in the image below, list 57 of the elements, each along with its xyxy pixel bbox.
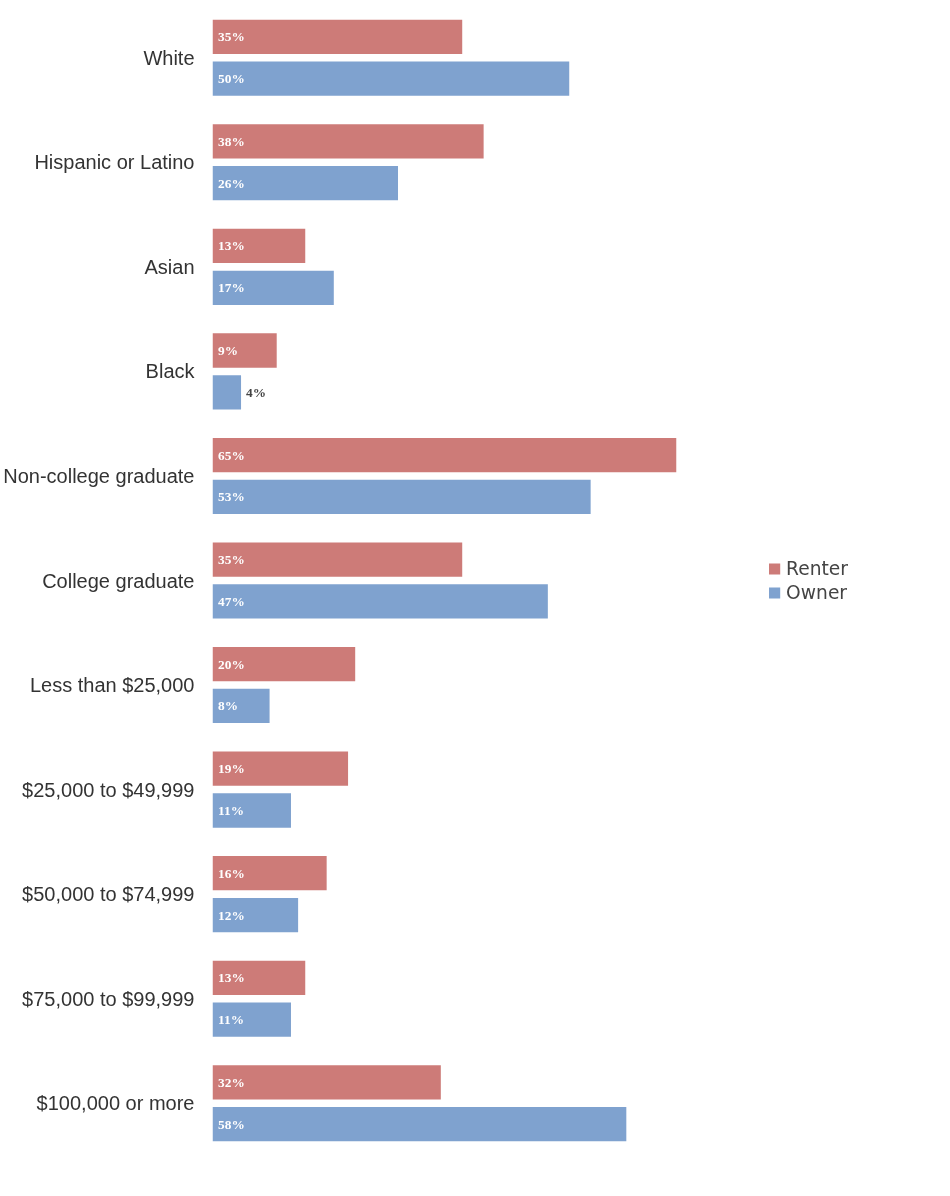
data-label: 19% [218, 761, 245, 777]
data-label: 8% [218, 698, 239, 714]
bar [212, 646, 356, 682]
bar [212, 960, 306, 995]
data-label: 16% [218, 865, 245, 881]
bar [212, 1065, 441, 1100]
bar [212, 897, 299, 933]
bar [212, 1106, 627, 1142]
bar [212, 688, 270, 724]
bar [212, 375, 242, 410]
y-tick-label: Hispanic or Latino [34, 151, 195, 174]
bar [212, 270, 334, 305]
y-tick-label: $100,000 or more [36, 1092, 195, 1115]
data-label: 11% [218, 1012, 244, 1028]
bar [212, 228, 306, 264]
bar [212, 19, 463, 55]
data-label: 4% [246, 384, 267, 400]
y-tick-label: Less than $25,000 [29, 674, 195, 697]
y-tick-label: $75,000 to $99,999 [22, 987, 195, 1010]
bar [212, 333, 277, 368]
data-label: 35% [218, 552, 245, 568]
data-label: 13% [218, 970, 245, 986]
data-label: 17% [218, 280, 245, 296]
bar [212, 584, 548, 619]
y-tick-label: White [143, 46, 195, 69]
data-label: 32% [218, 1074, 245, 1090]
y-tick-label: Black [145, 360, 196, 383]
y-tick-label: Non-college graduate [3, 464, 195, 487]
bar [212, 61, 570, 96]
bar [212, 793, 291, 828]
y-tick-label: Asian [144, 255, 195, 278]
bar [212, 542, 463, 577]
bar [212, 479, 591, 515]
data-label: 38% [218, 133, 245, 149]
legend-label: Owner [786, 581, 848, 603]
data-label: 13% [218, 238, 245, 254]
bar [212, 166, 399, 201]
bar [212, 124, 484, 159]
y-tick-label: College graduate [42, 569, 195, 592]
data-label: 9% [218, 343, 239, 358]
data-label: 53% [218, 489, 245, 505]
bar [212, 751, 349, 786]
bar [212, 856, 327, 891]
bar [212, 1002, 291, 1037]
data-label: 50% [218, 71, 245, 87]
data-label: 20% [218, 656, 245, 672]
data-label: 47% [218, 593, 245, 609]
bar [212, 437, 677, 473]
y-tick-label: $50,000 to $74,999 [22, 883, 195, 906]
data-label: 11% [218, 803, 244, 818]
data-label: 12% [218, 907, 245, 923]
data-label: 35% [218, 29, 245, 45]
legend-label: Renter [786, 557, 848, 579]
data-label: 58% [218, 1116, 245, 1132]
data-label: 26% [218, 175, 245, 191]
y-tick-label: $25,000 to $49,999 [22, 778, 195, 801]
data-label: 65% [218, 447, 245, 463]
